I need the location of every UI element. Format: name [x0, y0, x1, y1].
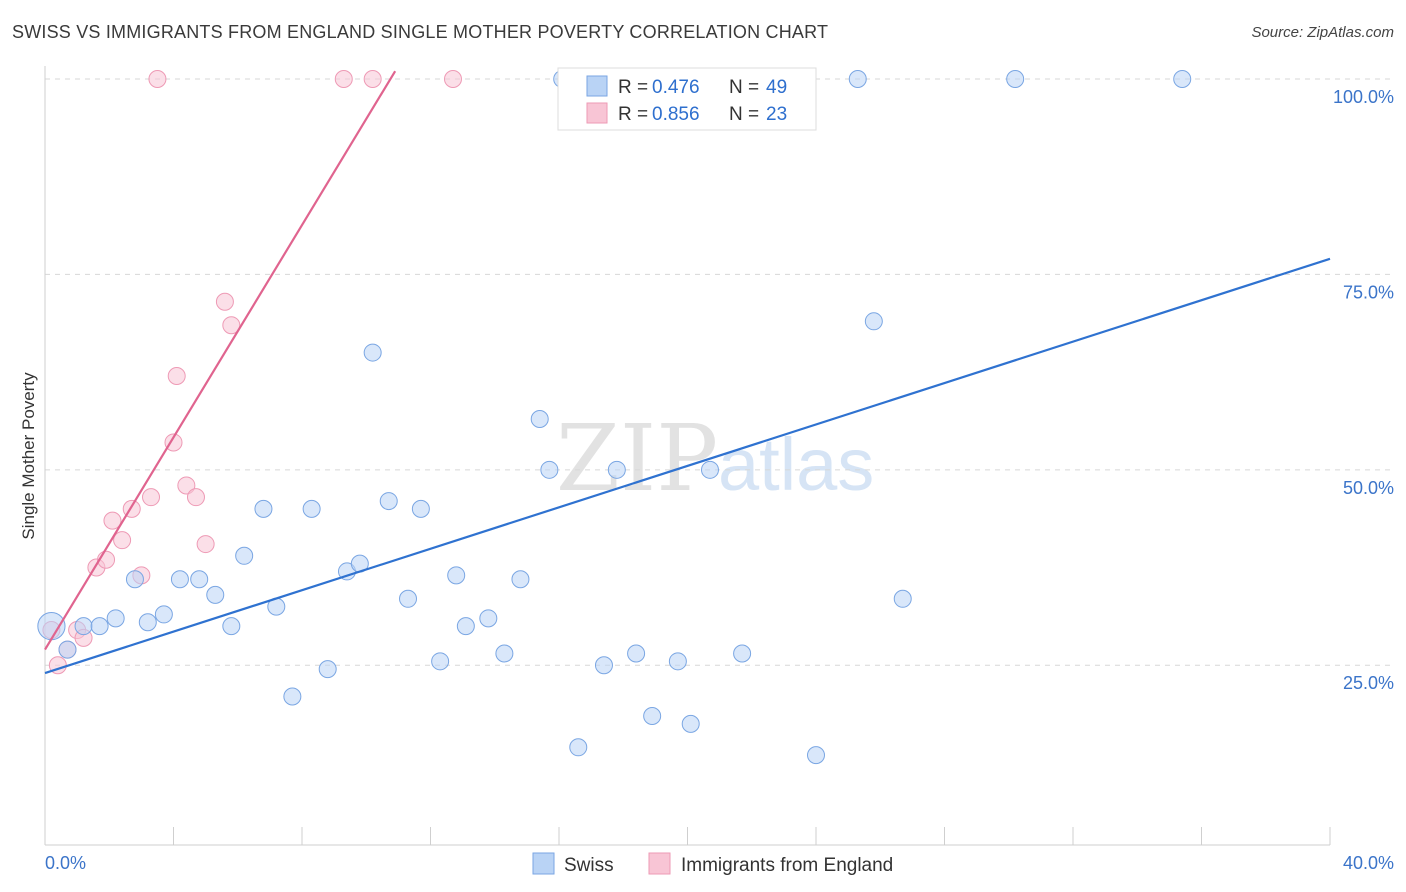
swiss-point — [431, 652, 450, 671]
swiss-point — [643, 707, 662, 726]
eng-point — [167, 367, 186, 386]
swiss-point — [58, 640, 77, 659]
swiss-point — [283, 687, 302, 706]
swiss-point — [235, 546, 254, 565]
swiss-point — [222, 617, 241, 636]
eng-point — [177, 476, 196, 495]
watermark-zip: ZIP — [556, 405, 718, 512]
swiss-point — [37, 612, 66, 641]
swiss-point — [569, 738, 588, 757]
bottom-legend-swatch-eng — [648, 852, 671, 875]
x-tick-label-max: 40.0% — [1343, 853, 1394, 873]
swiss-point — [733, 644, 752, 663]
swiss-point — [1173, 70, 1192, 88]
bottom-legend-swatch-swiss — [532, 852, 555, 875]
eng-point — [334, 70, 353, 88]
y-tick-label: 100.0% — [1333, 87, 1394, 107]
legend-n-label-eng: N = — [729, 104, 759, 125]
source-label: Source: ZipAtlas.com — [1251, 24, 1394, 41]
swiss-trend-line — [44, 257, 1331, 675]
eng-point — [103, 511, 122, 530]
swiss-point — [668, 652, 687, 671]
legend-r-value-swiss: 0.476 — [652, 77, 700, 98]
swiss-point — [106, 609, 125, 628]
eng-point — [196, 535, 215, 554]
swiss-point — [254, 499, 273, 518]
eng-point — [215, 292, 234, 311]
swiss-point — [170, 570, 189, 589]
swiss-point — [607, 460, 626, 479]
swiss-point — [399, 589, 418, 608]
swiss-point — [411, 499, 430, 518]
swiss-point — [864, 312, 883, 331]
legend-swatch-eng — [586, 102, 608, 124]
legend-top: R = 0.476 N = 49 R = 0.856 N = 23 — [557, 67, 817, 131]
eng-point — [443, 70, 462, 88]
y-tick-label: 50.0% — [1343, 478, 1394, 498]
watermark-atlas: atlas — [718, 423, 874, 506]
y-tick-label: 25.0% — [1343, 673, 1394, 693]
swiss-point — [456, 617, 475, 636]
swiss-points — [37, 70, 1192, 765]
y-tick-label: 75.0% — [1343, 282, 1394, 302]
grid: 25.0% 50.0% 75.0% 100.0% — [45, 78, 1394, 693]
swiss-point — [190, 570, 209, 589]
swiss-point — [363, 343, 382, 362]
x-tick-label-min: 0.0% — [45, 853, 86, 873]
swiss-point — [447, 566, 466, 585]
eng-points — [42, 70, 462, 675]
legend-n-label-swiss: N = — [729, 77, 759, 98]
swiss-point — [379, 492, 398, 511]
eng-trend-line — [44, 70, 397, 651]
eng-point — [186, 488, 205, 507]
swiss-point — [807, 746, 825, 765]
legend-swatch-swiss — [586, 75, 608, 97]
swiss-point — [479, 609, 498, 628]
legend-r-label-swiss: R = — [618, 77, 648, 98]
swiss-point — [154, 605, 173, 624]
swiss-point — [627, 644, 646, 663]
swiss-point — [74, 617, 93, 636]
legend-n-value-swiss: 49 — [766, 77, 787, 98]
bottom-legend-swiss: Swiss — [564, 855, 614, 876]
swiss-point — [90, 617, 109, 636]
swiss-point — [318, 660, 337, 679]
swiss-point — [206, 585, 225, 604]
axes: 0.0% 40.0% — [44, 66, 1394, 873]
swiss-point — [594, 656, 613, 675]
eng-point — [113, 531, 132, 550]
swiss-point — [540, 460, 559, 479]
swiss-point — [138, 613, 157, 632]
eng-point — [222, 316, 241, 335]
swiss-point — [893, 589, 912, 608]
legend-bottom: Swiss Immigrants from England — [532, 852, 893, 876]
swiss-point — [1006, 70, 1025, 88]
swiss-point — [495, 644, 514, 663]
swiss-point — [848, 70, 867, 88]
legend-n-value-eng: 23 — [766, 104, 787, 125]
eng-point — [363, 70, 382, 88]
swiss-point — [125, 570, 144, 589]
bottom-legend-eng: Immigrants from England — [681, 855, 893, 876]
swiss-point — [700, 460, 719, 479]
swiss-point — [530, 410, 549, 429]
trend-lines — [44, 70, 1331, 675]
eng-point — [142, 488, 161, 507]
eng-point — [164, 433, 183, 452]
y-axis-label: Single Mother Poverty — [19, 372, 38, 540]
chart-title: SWISS VS IMMIGRANTS FROM ENGLAND SINGLE … — [12, 22, 829, 42]
eng-point — [148, 70, 167, 88]
legend-r-value-eng: 0.856 — [652, 104, 700, 125]
swiss-point — [302, 499, 321, 518]
swiss-point — [511, 570, 530, 589]
watermark: ZIP atlas — [556, 405, 874, 512]
swiss-point — [681, 714, 700, 733]
legend-r-label-eng: R = — [618, 104, 648, 125]
